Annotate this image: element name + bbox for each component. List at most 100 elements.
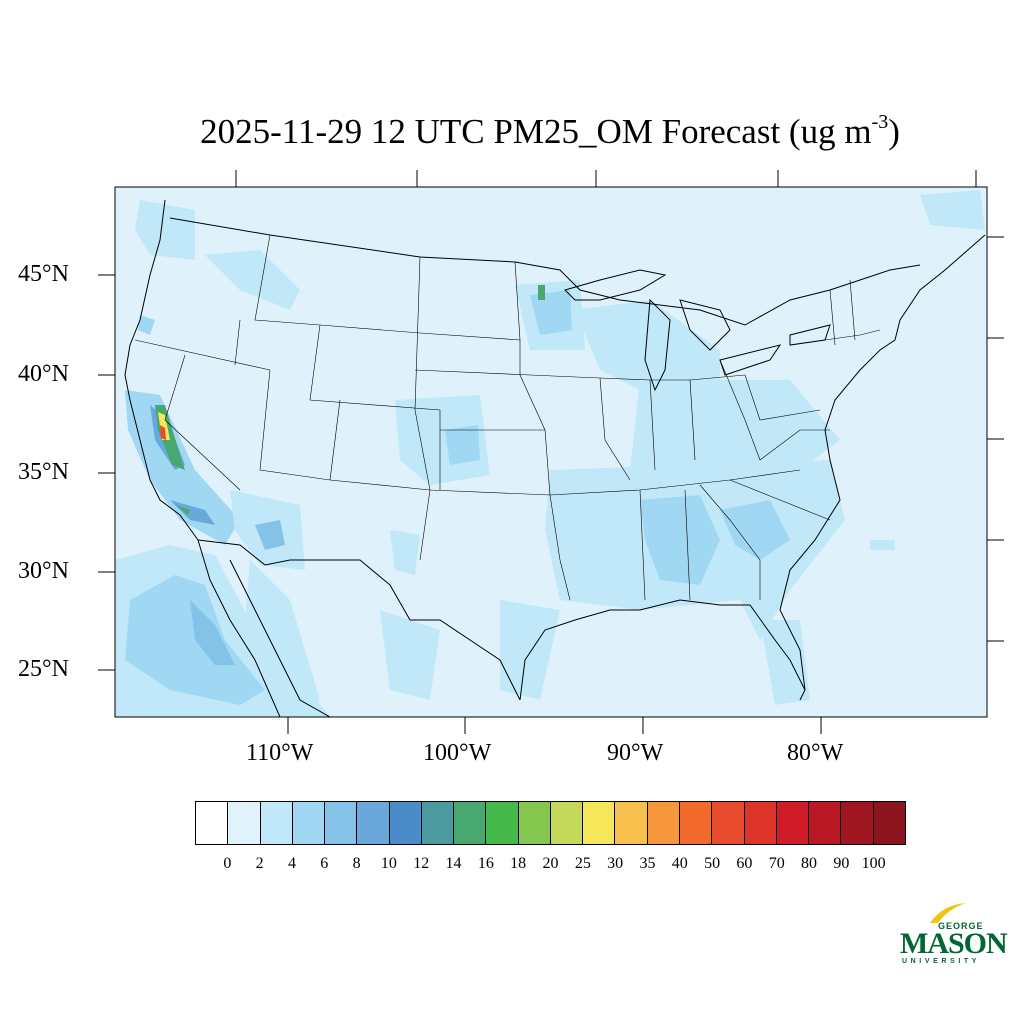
colorbar-label: 12 [413,855,430,872]
colorbar-label: 80 [801,855,818,872]
colorbar-cell [809,802,842,844]
axis-ticks [98,170,1004,734]
field-colorado [395,395,490,485]
lake-erie [719,344,782,376]
chart-title: 2025-11-29 12 UTC PM25_OM Forecast (ug m… [0,111,1024,152]
field-california-red [160,425,166,440]
title-close: ) [888,112,900,151]
state-line-4 [254,234,321,326]
field-southeast-mid [640,495,720,585]
state-line-16 [549,469,801,496]
colorbar-label: 35 [639,855,656,872]
colorbar-label: 16 [477,855,494,872]
lon-label-100: 100°W [423,740,492,766]
field-socal [170,500,215,525]
lat-label-40: 40°N [18,361,69,387]
state-line-3 [234,319,241,366]
colorbar-label: 0 [223,855,232,872]
state-line-14 [559,559,571,601]
title-superscript: -3 [871,111,889,134]
state-line-19 [699,484,761,600]
colorbar-cell [550,802,584,844]
lat-label-25: 25°N [18,656,69,682]
colorbar-label: 6 [320,855,329,872]
field-pnw [135,200,195,260]
field-arizona-mid [255,520,285,550]
colorbar-cell [679,802,713,844]
colorbar-label: 10 [380,855,397,872]
colorbar-label: 30 [607,855,624,872]
state-line-18 [684,489,691,601]
baja-california [197,539,281,717]
lat-label-45: 45°N [18,261,69,287]
colorbar-cell [228,802,261,844]
colorbar-cell [518,802,551,844]
colorbar-cell [647,802,680,844]
state-line-8 [329,399,341,481]
field-idaho [205,250,300,310]
field-georgia-mid [720,500,790,560]
us-canada-border [169,217,921,326]
lat-label-30: 30°N [18,558,69,584]
gulf-coast [519,599,806,701]
state-line-6 [259,369,331,481]
state-borders [134,234,881,601]
lon-label-90: 90°W [607,740,664,766]
field-atlantic [870,540,895,550]
colorbar-cell [357,802,390,844]
state-line-24 [759,429,830,461]
logo-mason: MASON [900,927,1008,960]
state-line-27 [829,289,836,346]
gulf-of-california [229,559,331,717]
colorbar-cell [615,802,648,844]
colorbar-label: 2 [255,855,264,872]
coastlines [124,199,986,717]
field-minnesota-green [538,285,545,300]
field-wisconsin [575,300,720,400]
state-line-23 [719,359,761,461]
state-line-15 [599,377,631,481]
field-gulf [500,600,560,700]
colorbar [195,801,906,845]
colorbar-label: 100 [861,855,886,872]
colorbar-cell [196,802,229,844]
concentration-field [115,190,985,717]
colorbar-cell [486,802,519,844]
field-baja-high [190,600,235,665]
colorbar-cell [583,802,616,844]
colorbar-label: 50 [704,855,721,872]
lat-label-35: 35°N [18,459,69,485]
state-line-2 [164,354,241,491]
field-ohio-valley [630,380,840,480]
state-line-7 [309,324,441,411]
title-text: 2025-11-29 12 UTC PM25_OM Forecast (ug m [200,112,872,151]
colorbar-label: 25 [574,855,591,872]
lon-label-80: 80°W [787,740,844,766]
state-line-1 [134,339,271,371]
colorbar-label: 18 [510,855,527,872]
map-frame [114,186,988,718]
colorbar-cell [454,802,487,844]
west-coast [124,199,199,541]
field-oregon [138,315,155,335]
field-texas [380,610,440,700]
state-line-11 [414,369,601,379]
state-line-5 [319,324,521,341]
colorbar-cell [744,802,777,844]
colorbar-cell [389,802,422,844]
colorbar-label: 20 [542,855,559,872]
colorbar-cell [421,802,455,844]
colorbar-label: 70 [768,855,785,872]
state-line-28 [849,279,856,341]
field-florida [760,620,810,705]
field-minnesota-mid [530,290,572,335]
lake-superior [564,269,667,301]
colorbar-label: 14 [445,855,462,872]
colorbar-label: 4 [287,855,296,872]
colorbar-label: 40 [671,855,688,872]
state-line-20 [729,479,831,521]
state-line-25 [744,374,821,421]
state-line-21 [649,379,656,471]
state-line-17 [639,489,646,601]
